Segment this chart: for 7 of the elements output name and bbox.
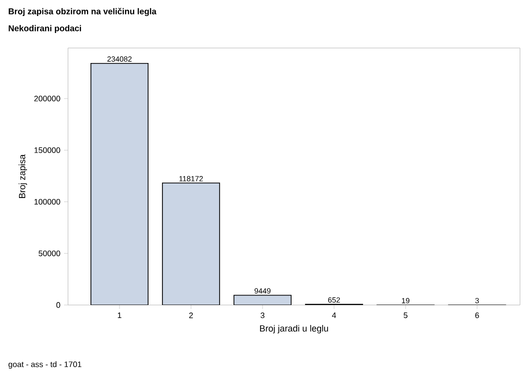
bar	[234, 295, 292, 305]
chart-subtitle: Nekodirani podaci	[8, 25, 81, 33]
chart-title: Broj zapisa obzirom na veličinu legla	[8, 8, 156, 16]
x-axis-title: Broj jaradi u leglu	[260, 325, 328, 334]
y-axis-title: Broj zapisa	[18, 154, 28, 198]
bar	[90, 63, 148, 305]
bar	[162, 183, 220, 305]
